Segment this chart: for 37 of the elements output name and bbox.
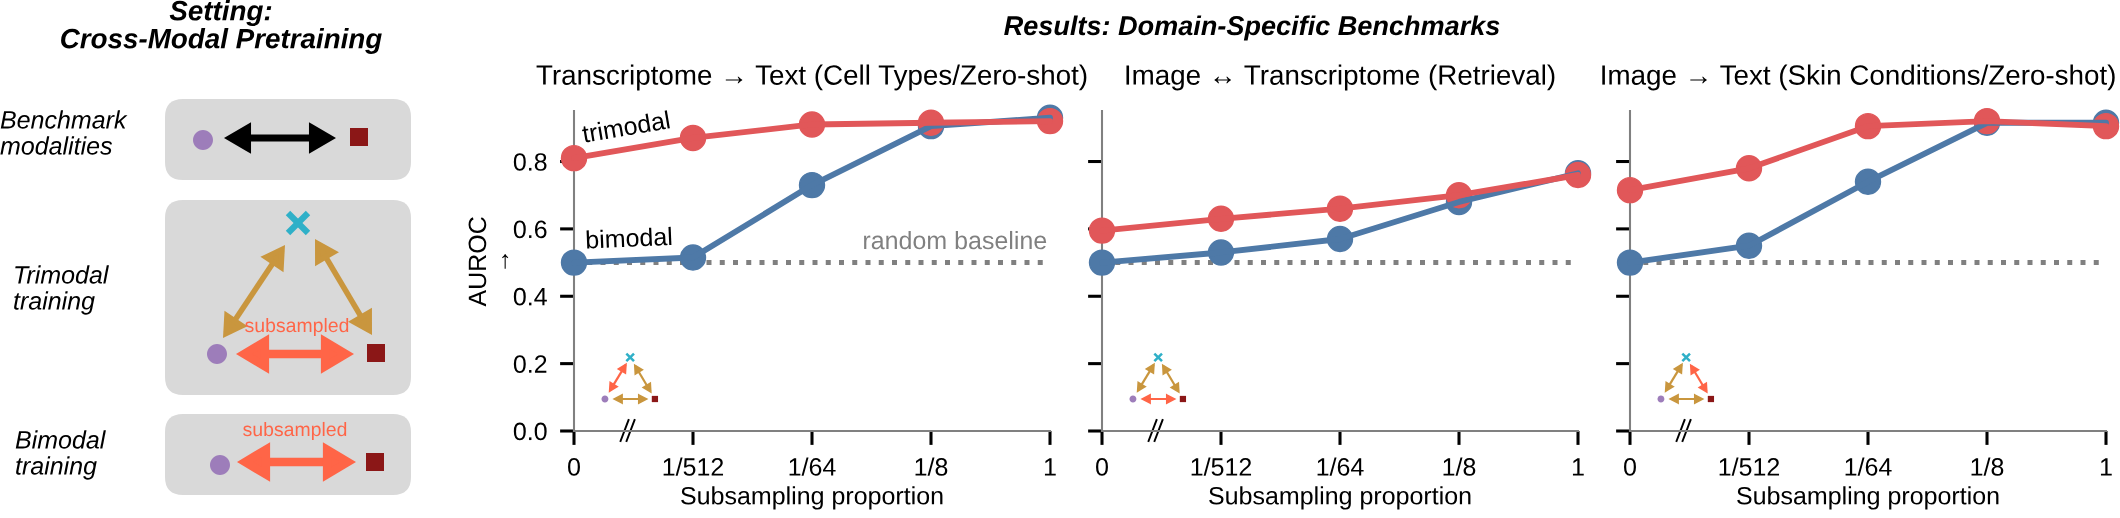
x-tick-label: 1/64 [1317,457,1364,476]
text: Results: Domain-Specific Benchmarks [1004,15,1500,41]
y-tick-label: 0.2 [513,355,547,373]
y-tick-label: 0.0 [513,422,547,441]
y-tick-label: 0.8 [513,153,547,171]
text: Setting: Cross-Modal Pretraining [61,0,382,54]
text: subsampled [243,421,347,441]
x-axis-title: Subsampling proportion [1737,486,1999,510]
x-tick-label: 1 [1044,458,1056,476]
text: subsampled [245,317,349,337]
text: Bimodal training [15,430,106,480]
x-tick-label: 0 [1096,458,1108,476]
x-tick-label: 1/8 [915,457,948,476]
ref-line-label: random baseline [864,230,1047,250]
x-tick-label: 1/64 [789,457,836,476]
chart-title: Transcriptome → Text (Cell Types/Zero-shot) [536,64,1087,91]
x-tick-label: 0 [568,458,580,476]
x-tick-label: 1/512 [1719,457,1780,476]
x-axis-title: Subsampling proportion [1209,486,1471,510]
x-tick-label: 1 [2100,458,2112,476]
x-tick-label: 1/8 [1971,457,2004,476]
x-tick-label: 1/512 [663,457,724,476]
text: trimodal [581,110,670,143]
y-tick-label: 0.6 [513,220,547,239]
series-label: bimodal [586,226,672,249]
x-tick-label: 0 [1624,458,1636,476]
y-axis-title: AUROC → [468,217,509,307]
text: Benchmark modalities [0,110,128,155]
x-tick-label: 1/8 [1443,457,1476,476]
y-tick-label: 0.4 [513,287,547,306]
text: Trimodal training [14,265,109,315]
x-tick-label: 1/64 [1845,457,1892,476]
x-tick-label: 1 [1572,458,1584,476]
x-tick-label: 1/512 [1191,457,1252,476]
chart-title: Image ↔ Transcriptome (Retrieval) [1126,64,1555,91]
chart-title: Image → Text (Skin Conditions/Zero-shot) [1602,64,2115,91]
x-axis-title: Subsampling proportion [681,486,943,510]
